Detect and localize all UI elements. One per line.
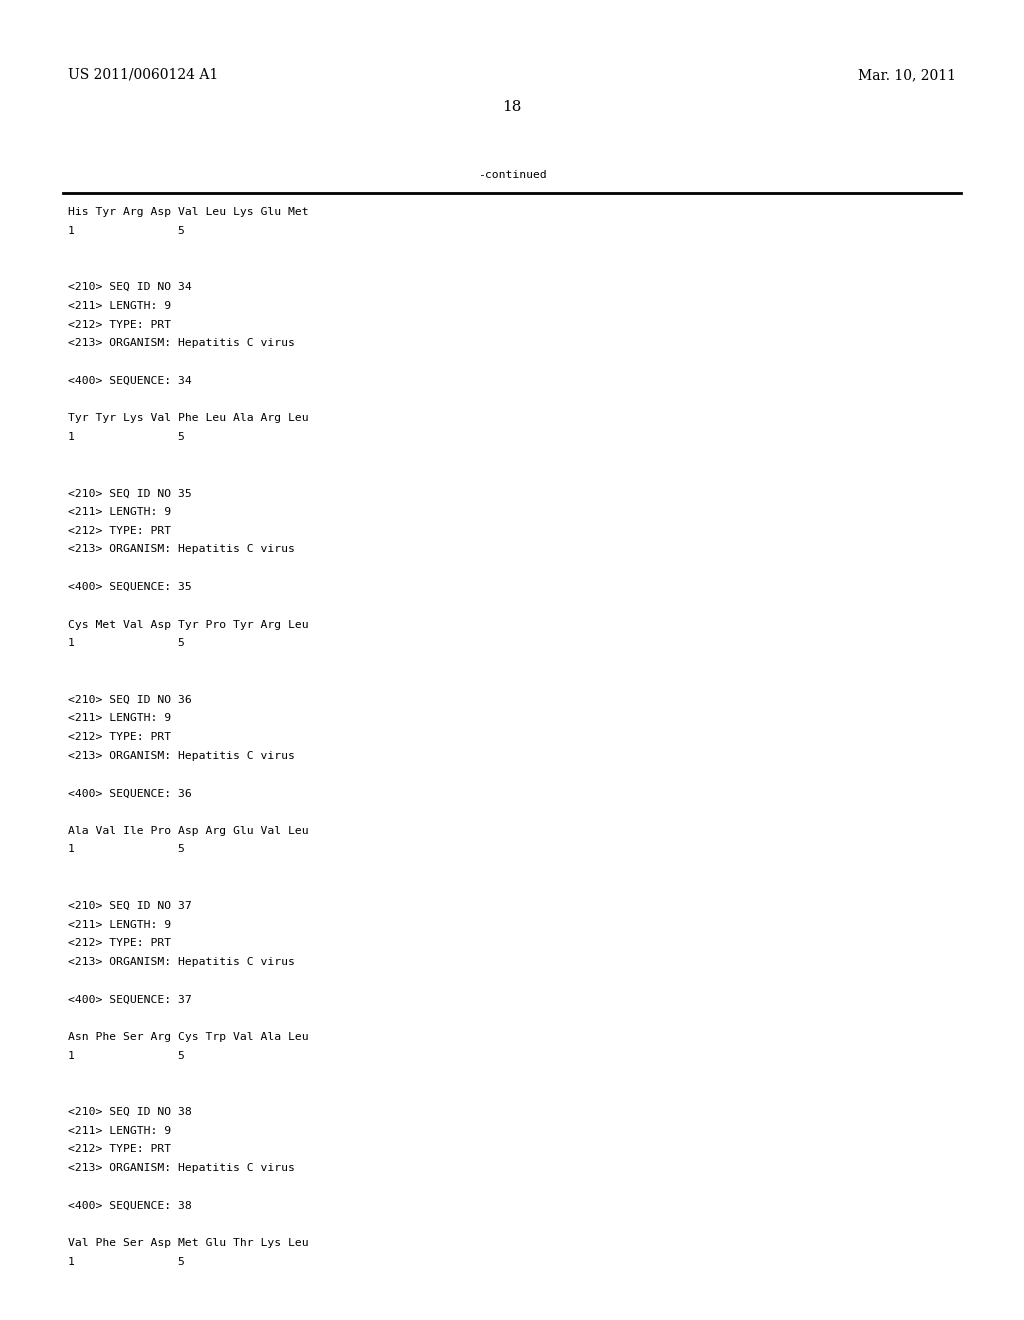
Text: 1               5: 1 5 — [68, 226, 185, 236]
Text: Ala Val Ile Pro Asp Arg Glu Val Leu: Ala Val Ile Pro Asp Arg Glu Val Leu — [68, 826, 308, 836]
Text: <210> SEQ ID NO 38: <210> SEQ ID NO 38 — [68, 1107, 191, 1117]
Text: <211> LENGTH: 9: <211> LENGTH: 9 — [68, 1126, 171, 1135]
Text: 1               5: 1 5 — [68, 639, 185, 648]
Text: <212> TYPE: PRT: <212> TYPE: PRT — [68, 319, 171, 330]
Text: <211> LENGTH: 9: <211> LENGTH: 9 — [68, 301, 171, 310]
Text: <210> SEQ ID NO 35: <210> SEQ ID NO 35 — [68, 488, 191, 498]
Text: <210> SEQ ID NO 34: <210> SEQ ID NO 34 — [68, 282, 191, 292]
Text: Tyr Tyr Lys Val Phe Leu Ala Arg Leu: Tyr Tyr Lys Val Phe Leu Ala Arg Leu — [68, 413, 308, 424]
Text: 1               5: 1 5 — [68, 432, 185, 442]
Text: <213> ORGANISM: Hepatitis C virus: <213> ORGANISM: Hepatitis C virus — [68, 751, 295, 760]
Text: US 2011/0060124 A1: US 2011/0060124 A1 — [68, 69, 218, 82]
Text: Val Phe Ser Asp Met Glu Thr Lys Leu: Val Phe Ser Asp Met Glu Thr Lys Leu — [68, 1238, 308, 1249]
Text: <400> SEQUENCE: 38: <400> SEQUENCE: 38 — [68, 1201, 191, 1210]
Text: -continued: -continued — [477, 170, 547, 180]
Text: <211> LENGTH: 9: <211> LENGTH: 9 — [68, 920, 171, 929]
Text: <212> TYPE: PRT: <212> TYPE: PRT — [68, 525, 171, 536]
Text: <210> SEQ ID NO 36: <210> SEQ ID NO 36 — [68, 694, 191, 705]
Text: <213> ORGANISM: Hepatitis C virus: <213> ORGANISM: Hepatitis C virus — [68, 1163, 295, 1173]
Text: 1               5: 1 5 — [68, 1257, 185, 1267]
Text: <210> SEQ ID NO 37: <210> SEQ ID NO 37 — [68, 900, 191, 911]
Text: <212> TYPE: PRT: <212> TYPE: PRT — [68, 939, 171, 948]
Text: <211> LENGTH: 9: <211> LENGTH: 9 — [68, 507, 171, 517]
Text: Mar. 10, 2011: Mar. 10, 2011 — [858, 69, 956, 82]
Text: Cys Met Val Asp Tyr Pro Tyr Arg Leu: Cys Met Val Asp Tyr Pro Tyr Arg Leu — [68, 619, 308, 630]
Text: <400> SEQUENCE: 36: <400> SEQUENCE: 36 — [68, 788, 191, 799]
Text: <212> TYPE: PRT: <212> TYPE: PRT — [68, 1144, 171, 1155]
Text: Asn Phe Ser Arg Cys Trp Val Ala Leu: Asn Phe Ser Arg Cys Trp Val Ala Leu — [68, 1032, 308, 1041]
Text: <213> ORGANISM: Hepatitis C virus: <213> ORGANISM: Hepatitis C virus — [68, 338, 295, 348]
Text: <212> TYPE: PRT: <212> TYPE: PRT — [68, 733, 171, 742]
Text: 1               5: 1 5 — [68, 845, 185, 854]
Text: 18: 18 — [503, 100, 521, 114]
Text: His Tyr Arg Asp Val Leu Lys Glu Met: His Tyr Arg Asp Val Leu Lys Glu Met — [68, 207, 308, 216]
Text: 1               5: 1 5 — [68, 1051, 185, 1061]
Text: <400> SEQUENCE: 34: <400> SEQUENCE: 34 — [68, 376, 191, 385]
Text: <213> ORGANISM: Hepatitis C virus: <213> ORGANISM: Hepatitis C virus — [68, 544, 295, 554]
Text: <400> SEQUENCE: 35: <400> SEQUENCE: 35 — [68, 582, 191, 591]
Text: <211> LENGTH: 9: <211> LENGTH: 9 — [68, 713, 171, 723]
Text: <400> SEQUENCE: 37: <400> SEQUENCE: 37 — [68, 994, 191, 1005]
Text: <213> ORGANISM: Hepatitis C virus: <213> ORGANISM: Hepatitis C virus — [68, 957, 295, 968]
